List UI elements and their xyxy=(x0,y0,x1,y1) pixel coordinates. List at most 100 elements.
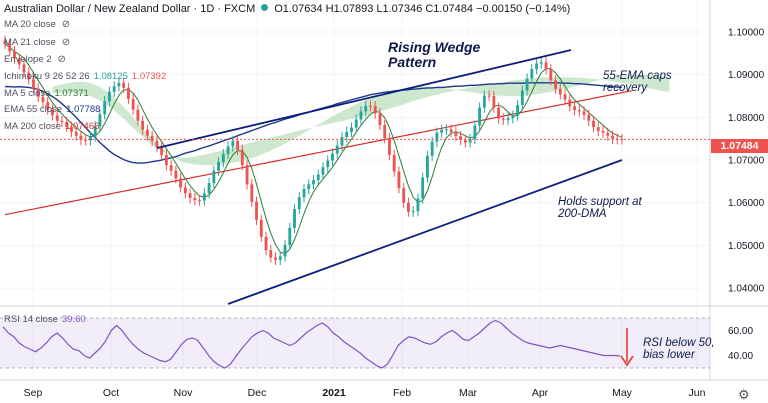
candle-body xyxy=(136,109,140,121)
candle-body xyxy=(226,146,230,155)
indicator-ma20[interactable]: MA 20 close ⊘ xyxy=(4,19,71,30)
rsi-value: 39.60 xyxy=(61,314,86,325)
ohlc-readout: O1.07634 H1.07893 L1.07346 C1.07484 −0.0… xyxy=(274,3,571,15)
candle-body xyxy=(468,139,472,143)
candle-body xyxy=(487,95,491,97)
candle-body xyxy=(93,126,97,137)
rsi-tick-label: 40.00 xyxy=(728,351,753,362)
candle-body xyxy=(516,104,520,116)
candle-body xyxy=(392,154,396,172)
candle-body xyxy=(183,187,187,194)
candle-body xyxy=(402,188,406,203)
candle-body xyxy=(70,126,73,132)
x-tick-label: Feb xyxy=(393,387,411,399)
candle-body xyxy=(520,90,524,105)
candle-body xyxy=(27,72,31,80)
candle-body xyxy=(454,131,458,137)
candle-body xyxy=(596,127,600,132)
candle-body xyxy=(406,202,410,212)
rsi-line xyxy=(2,319,621,369)
candle-body xyxy=(316,174,320,181)
gear-icon[interactable]: ⚙ xyxy=(738,387,750,402)
indicator-rsi[interactable]: RSI 14 close 39.60 xyxy=(4,314,86,325)
candle-body xyxy=(568,99,572,107)
candle-body xyxy=(297,197,301,210)
candle-body xyxy=(255,201,258,220)
candle-body xyxy=(278,256,282,260)
candle-body xyxy=(198,200,202,202)
candle-body xyxy=(160,147,164,155)
candle-body xyxy=(126,87,130,100)
candle-body xyxy=(373,106,377,114)
candle-body xyxy=(288,227,292,245)
candle-body xyxy=(65,122,69,127)
candle-body xyxy=(539,62,543,64)
indicator-ichimoku[interactable]: Ichimoku 9 26 52 26 1.08125 1.07392 xyxy=(4,71,167,82)
candle-body xyxy=(217,162,221,171)
candle-body xyxy=(131,99,135,110)
candle-body xyxy=(103,101,107,115)
candle-body xyxy=(8,43,12,52)
candle-body xyxy=(335,145,339,154)
candle-body xyxy=(435,132,439,142)
eye-slash-icon[interactable]: ⊘ xyxy=(57,54,66,65)
candle-body xyxy=(179,178,183,188)
annotation-support: Holds support at 200-DMA xyxy=(558,196,642,220)
candle-body xyxy=(264,236,268,251)
candle-body xyxy=(473,125,477,140)
eye-slash-icon[interactable]: ⊘ xyxy=(61,37,71,48)
wedge-upper-line xyxy=(156,49,572,149)
candle-body xyxy=(383,125,387,139)
x-tick-label: Dec xyxy=(248,387,267,399)
y-tick-label: 1.04000 xyxy=(728,284,765,295)
candle-body xyxy=(79,135,83,140)
candle-body xyxy=(558,88,562,95)
candle-body xyxy=(293,209,296,228)
candle-body xyxy=(506,118,510,120)
chart-header: Australian Dollar / New Zealand Dollar ·… xyxy=(4,3,570,15)
indicator-ma21[interactable]: MA 21 close ⊘ xyxy=(4,37,71,48)
ichimoku-value-2: 1.07392 xyxy=(131,71,167,82)
symbol-title[interactable]: Australian Dollar / New Zealand Dollar ·… xyxy=(4,3,256,15)
candle-body xyxy=(444,129,448,131)
indicator-ema55[interactable]: EMA 55 close 1.07788 xyxy=(4,104,101,115)
rsi-tick-label: 60.00 xyxy=(728,326,753,337)
candle-body xyxy=(22,64,26,73)
wedge-lower-line xyxy=(227,159,623,305)
candle-body xyxy=(511,115,515,119)
candle-body xyxy=(240,149,244,166)
candle-body xyxy=(55,115,59,121)
indicator-ma5[interactable]: MA 5 close 1.07371 xyxy=(4,88,89,99)
ma200-value: 1.07466 xyxy=(65,121,100,132)
candle-body xyxy=(84,139,88,141)
candle-body xyxy=(46,101,50,110)
candle-body xyxy=(388,138,391,155)
x-tick-label: May xyxy=(612,387,633,399)
candle-body xyxy=(482,95,486,108)
market-status-icon xyxy=(261,4,269,11)
candle-body xyxy=(283,244,287,257)
x-tick-label: Nov xyxy=(174,387,193,399)
candle-body xyxy=(51,109,54,116)
candle-body xyxy=(17,58,21,65)
eye-slash-icon[interactable]: ⊘ xyxy=(61,19,71,30)
candle-body xyxy=(74,131,78,136)
last-price-tag: 1.07484 xyxy=(711,139,768,153)
candle-body xyxy=(155,140,159,148)
candle-body xyxy=(459,136,463,140)
annotation-ema: 55-EMA caps recovery xyxy=(603,70,672,94)
candle-body xyxy=(193,198,197,201)
candle-body xyxy=(169,165,173,171)
ma5-line xyxy=(4,43,623,255)
candle-body xyxy=(60,120,64,123)
indicator-ma200[interactable]: MA 200 close 1.07466 xyxy=(4,121,100,132)
candle-body xyxy=(573,106,576,111)
candle-body xyxy=(331,153,334,161)
ema55-value: 1.07788 xyxy=(66,104,101,115)
candle-body xyxy=(41,96,45,102)
candle-body xyxy=(36,88,40,97)
indicator-envelope[interactable]: Envelope 2 ⊘ xyxy=(4,54,66,65)
candle-body xyxy=(478,107,482,126)
candle-body xyxy=(620,139,624,141)
